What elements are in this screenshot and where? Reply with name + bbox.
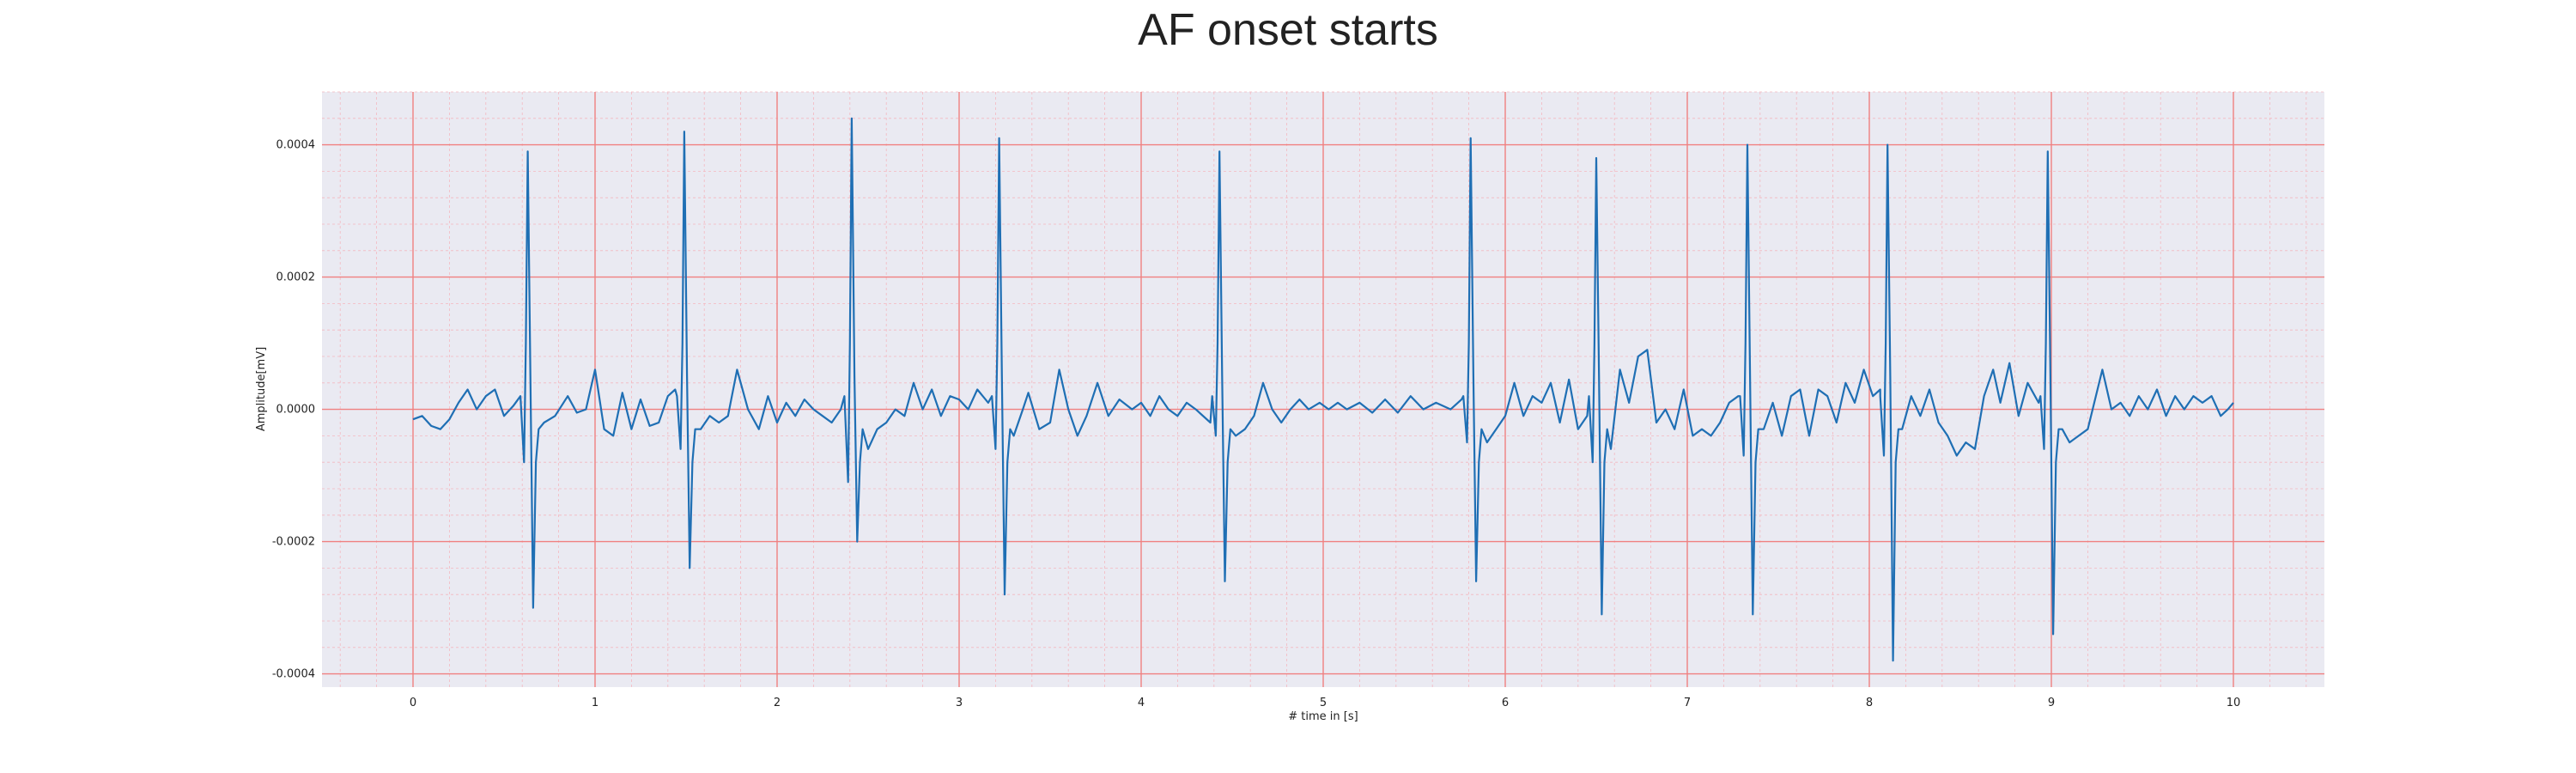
y-tick-label: 0.0004 <box>276 139 316 152</box>
y-tick-label: -0.0004 <box>272 668 315 681</box>
x-tick-label: 2 <box>774 697 781 709</box>
x-tick-label: 8 <box>1866 697 1873 709</box>
y-tick-labels: -0.0004 -0.0002 0.0000 0.0002 0.0004 <box>272 139 315 681</box>
x-tick-label: 3 <box>956 697 963 709</box>
y-tick-label: 0.0000 <box>276 404 316 417</box>
x-tick-label: 6 <box>1502 697 1509 709</box>
x-tick-label: 10 <box>2227 697 2241 709</box>
x-tick-label: 5 <box>1320 697 1327 709</box>
y-tick-label: -0.0002 <box>272 536 315 549</box>
x-tick-labels: 0 1 2 3 4 5 6 7 8 9 10 <box>410 697 2240 709</box>
x-tick-label: 7 <box>1684 697 1691 709</box>
x-axis-label: # time in [s] <box>1288 710 1358 723</box>
x-tick-label: 0 <box>410 697 416 709</box>
y-axis-label: Amplitude[mV] <box>255 347 268 431</box>
chart-title: AF onset starts <box>1138 5 1438 55</box>
x-tick-label: 9 <box>2048 697 2055 709</box>
x-tick-label: 4 <box>1138 697 1145 709</box>
y-tick-label: 0.0002 <box>276 271 316 284</box>
x-tick-label: 1 <box>592 697 598 709</box>
